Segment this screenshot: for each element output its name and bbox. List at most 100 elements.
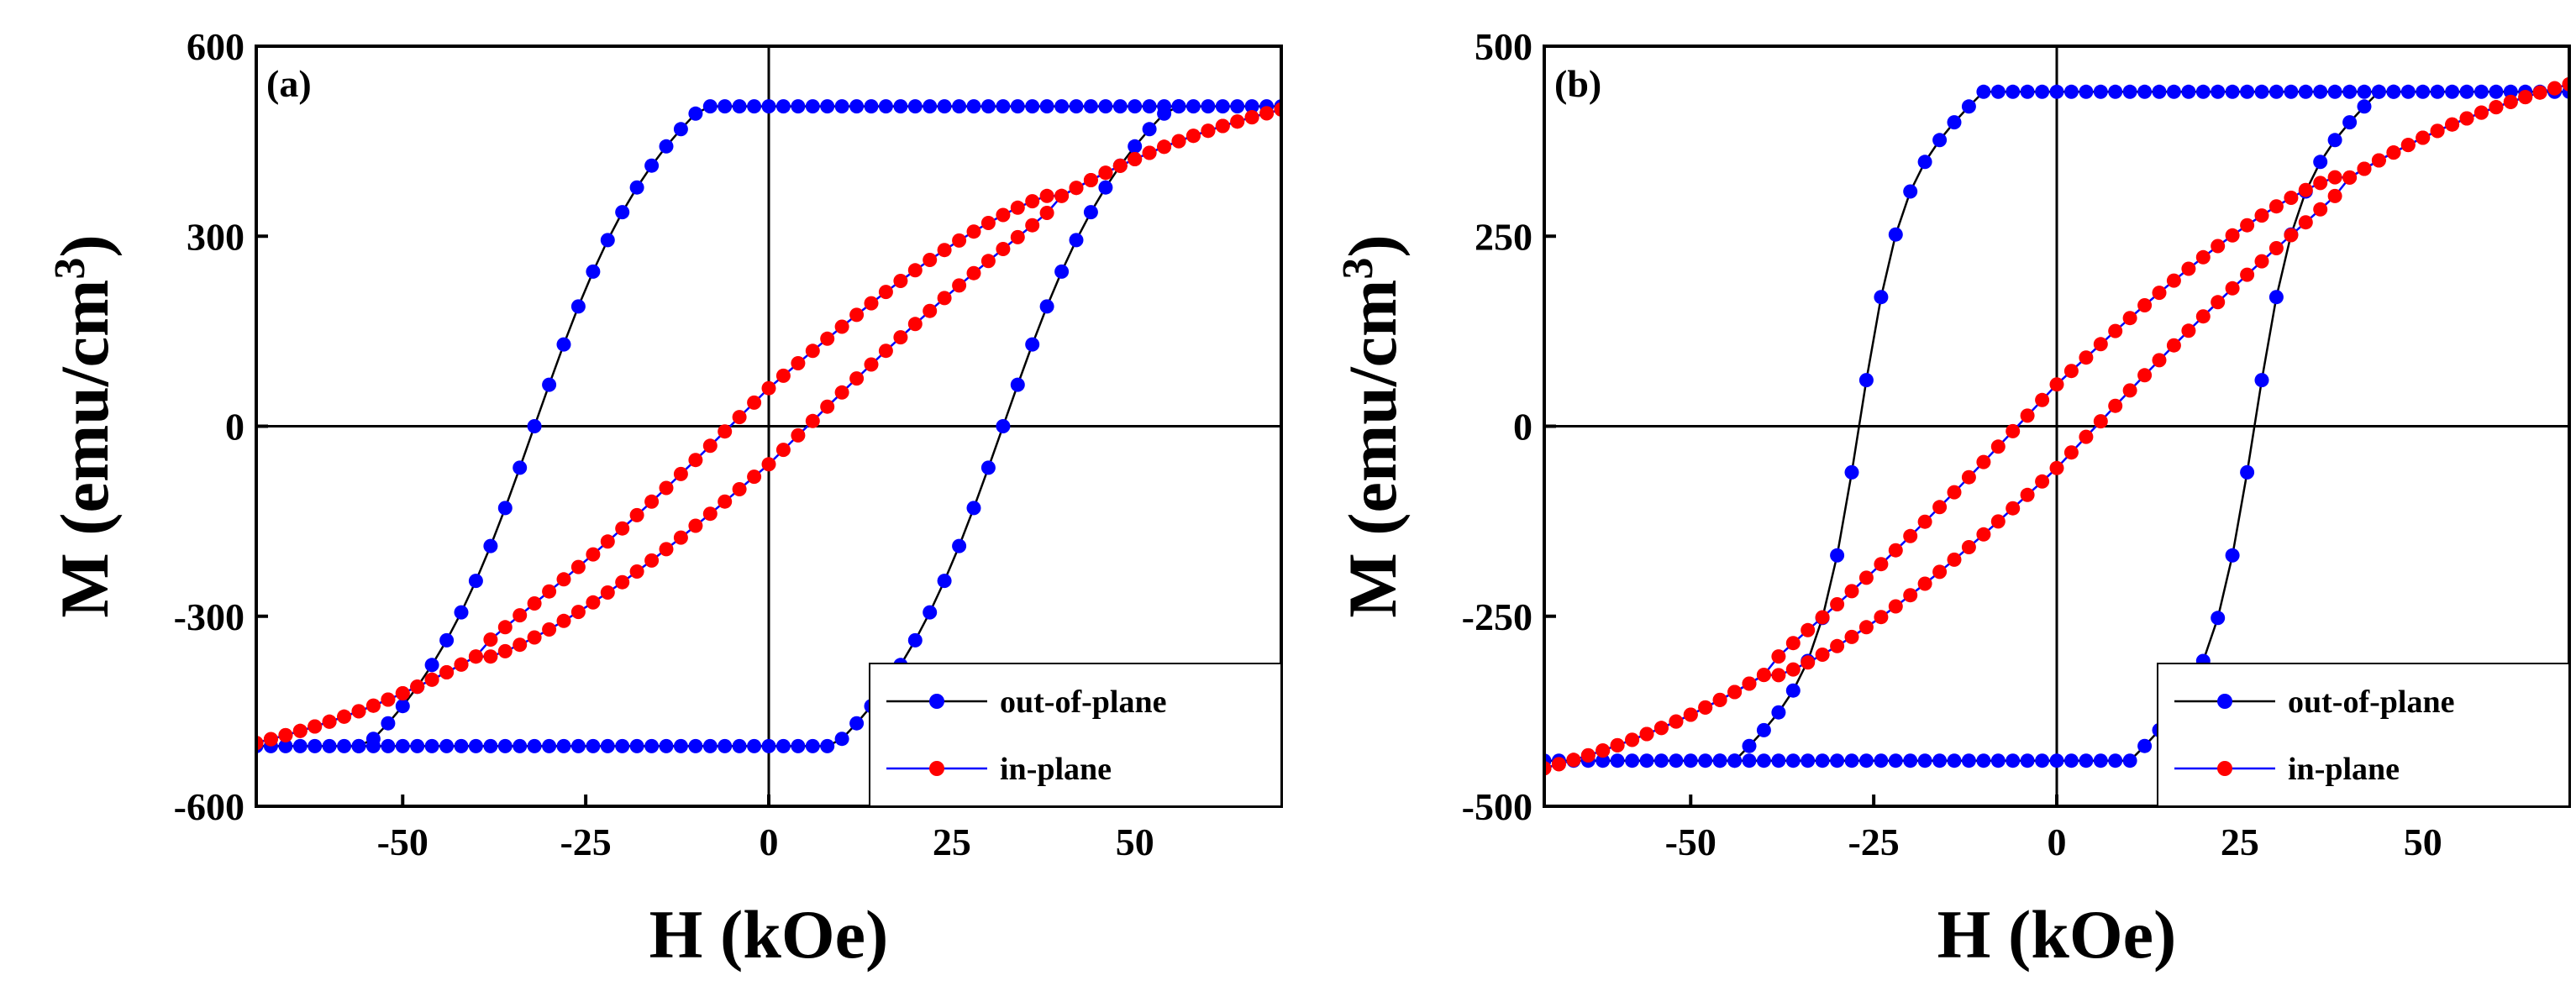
- hysteresis-chart-a: -50 -25 0 25 50 600 300 0 -300 -600 (a) out-of-plan…: [46, 25, 1283, 973]
- series-in-plane: [1544, 76, 2569, 776]
- x-tick-label: -25: [1848, 821, 1899, 863]
- data-point: [615, 574, 630, 590]
- data-point: [1858, 570, 1874, 585]
- data-point: [2254, 373, 2269, 388]
- data-point: [1785, 636, 1801, 651]
- data-point: [1801, 753, 1816, 768]
- data-point: [351, 704, 366, 719]
- data-point: [2049, 753, 2064, 768]
- data-point: [1815, 610, 1830, 625]
- data-point: [1858, 753, 1874, 768]
- data-point: [1947, 115, 1962, 130]
- data-point: [1069, 99, 1084, 114]
- data-point: [2181, 84, 2196, 99]
- data-point: [1039, 99, 1054, 114]
- data-point: [718, 494, 733, 509]
- data-point: [1230, 114, 1245, 129]
- data-point: [2211, 295, 2226, 310]
- data-point: [2416, 130, 2431, 145]
- data-point: [424, 658, 439, 673]
- data-point: [659, 139, 674, 154]
- data-point: [1039, 299, 1054, 314]
- data-point: [1771, 705, 1786, 720]
- data-point: [980, 254, 996, 269]
- data-point: [673, 466, 688, 481]
- data-point: [2562, 76, 2569, 92]
- data-point: [937, 291, 952, 306]
- data-point: [923, 99, 938, 114]
- data-point: [600, 233, 615, 248]
- data-point: [2079, 84, 2094, 99]
- data-point: [1917, 155, 1932, 170]
- data-point: [952, 278, 967, 293]
- data-point: [1858, 620, 1874, 635]
- data-point: [834, 732, 849, 747]
- data-point: [424, 672, 439, 687]
- data-point: [2503, 94, 2518, 109]
- data-point: [2093, 414, 2108, 429]
- data-point: [907, 317, 923, 332]
- data-point: [513, 608, 528, 623]
- legend-label: out-of-plane: [2288, 684, 2454, 720]
- data-point: [1142, 145, 1157, 160]
- data-point: [2006, 753, 2021, 768]
- data-point: [2240, 218, 2255, 233]
- data-point: [864, 357, 879, 372]
- data-point: [2137, 298, 2153, 312]
- data-point: [2195, 84, 2211, 99]
- y-tick-label: -500: [1462, 785, 1532, 828]
- data-point: [747, 469, 762, 485]
- data-point: [732, 482, 747, 496]
- data-point: [688, 453, 703, 468]
- data-point: [775, 738, 791, 753]
- data-point: [454, 738, 469, 753]
- data-point: [1785, 753, 1801, 768]
- data-point: [556, 337, 571, 352]
- data-point: [2240, 267, 2255, 282]
- data-point: [1874, 290, 1889, 305]
- data-point: [688, 518, 703, 533]
- data-point: [1544, 761, 1552, 776]
- data-point: [2063, 84, 2079, 99]
- data-point: [849, 99, 865, 114]
- series-out-of-plane: [256, 99, 1281, 753]
- data-point: [2108, 84, 2123, 99]
- data-point: [805, 99, 820, 114]
- data-point: [468, 649, 483, 664]
- data-point: [2240, 84, 2255, 99]
- data-point: [1727, 684, 1743, 700]
- data-point: [1844, 629, 1859, 644]
- data-point: [570, 559, 586, 574]
- data-point: [1551, 757, 1566, 772]
- data-point: [688, 738, 703, 753]
- data-point: [2459, 111, 2474, 126]
- data-point: [1903, 528, 1918, 543]
- series-in-plane: [256, 102, 1281, 751]
- data-point: [2400, 84, 2416, 99]
- data-point: [1274, 102, 1281, 117]
- data-point: [1947, 485, 1962, 500]
- data-point: [805, 738, 820, 753]
- data-point: [278, 738, 293, 753]
- data-point: [1830, 548, 1845, 563]
- plot-frame-top: [1543, 45, 2571, 808]
- data-point: [2357, 99, 2372, 114]
- x-tick-label: -25: [560, 821, 611, 863]
- series-line: [256, 105, 1180, 747]
- data-point: [527, 738, 542, 753]
- data-point: [1888, 599, 1903, 614]
- data-point: [2342, 115, 2358, 130]
- data-point: [761, 99, 776, 114]
- data-point: [1756, 753, 1771, 768]
- data-point: [644, 738, 660, 753]
- y-axis-title: M (emu/cm3): [46, 234, 124, 617]
- data-point: [468, 574, 483, 589]
- data-point: [1976, 454, 1991, 469]
- data-point: [907, 99, 923, 114]
- data-point: [351, 738, 366, 753]
- data-point: [1903, 184, 1918, 199]
- data-point: [2532, 85, 2547, 100]
- data-point: [659, 738, 674, 753]
- data-point: [410, 738, 425, 753]
- data-point: [980, 460, 996, 475]
